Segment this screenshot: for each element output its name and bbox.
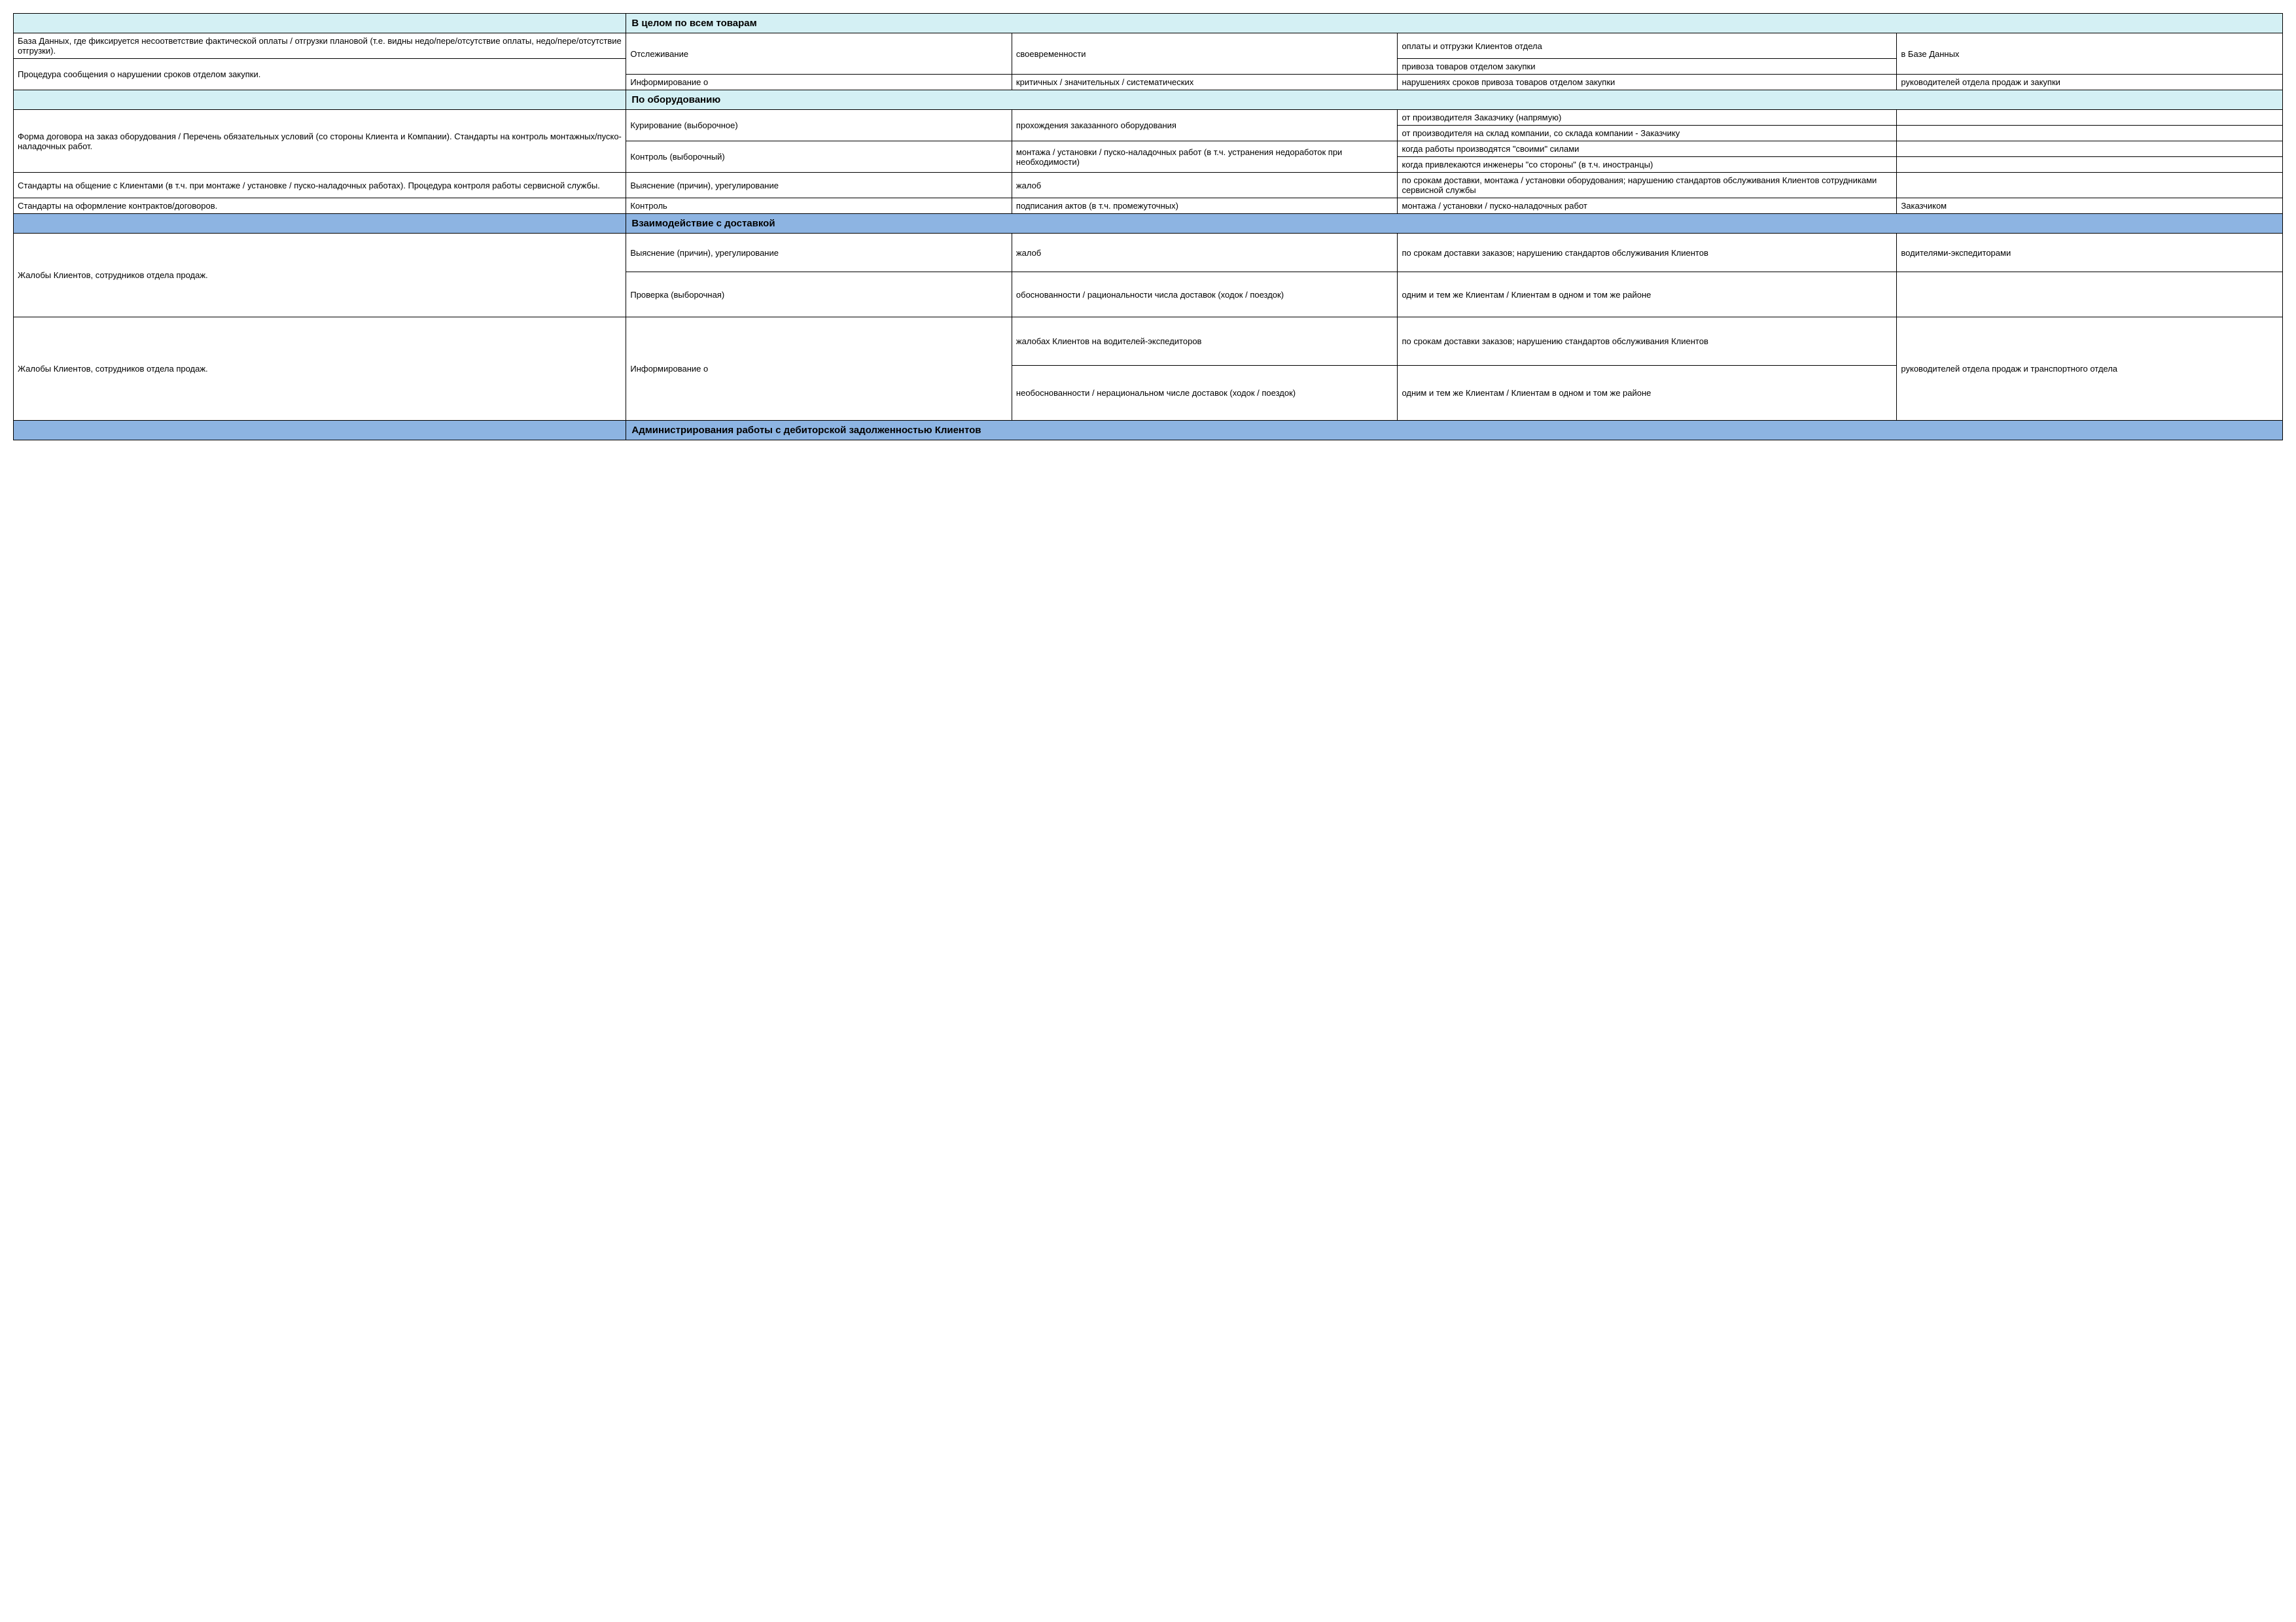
cell: от производителя Заказчику (напрямую) [1398, 110, 1897, 126]
section-header-row: Администрирования работы с дебиторской з… [14, 421, 2283, 440]
cell [1897, 157, 2283, 173]
table-row: Форма договора на заказ оборудования / П… [14, 110, 2283, 126]
section-4-title: Администрирования работы с дебиторской з… [626, 421, 2283, 440]
cell: прохождения заказанного оборудования [1012, 110, 1398, 141]
cell: когда работы производятся "своими" силам… [1398, 141, 1897, 157]
cell: по срокам доставки заказов; нарушению ст… [1398, 317, 1897, 366]
cell: нарушениях сроков привоза товаров отдело… [1398, 75, 1897, 90]
section-3-title: Взаимодействие с доставкой [626, 214, 2283, 234]
cell: База Данных, где фиксируется несоответст… [14, 33, 626, 59]
cell: одним и тем же Клиентам / Клиентам в одн… [1398, 366, 1897, 421]
table-row: База Данных, где фиксируется несоответст… [14, 33, 2283, 59]
cell: в Базе Данных [1897, 33, 2283, 75]
cell: Контроль (выборочный) [626, 141, 1012, 173]
cell: Выяснение (причин), урегулирование [626, 234, 1012, 272]
cell: своевременности [1012, 33, 1398, 75]
cell: Выяснение (причин), урегулирование [626, 173, 1012, 198]
table-row: Стандарты на оформление контрактов/догов… [14, 198, 2283, 214]
cell: жалобах Клиентов на водителей-экспедитор… [1012, 317, 1398, 366]
cell: Стандарты на оформление контрактов/догов… [14, 198, 626, 214]
cell: критичных / значительных / систематическ… [1012, 75, 1398, 90]
cell: руководителей отдела продаж и транспортн… [1897, 317, 2283, 421]
cell: от производителя на склад компании, со с… [1398, 126, 1897, 141]
section-header-row: В целом по всем товарам [14, 14, 2283, 33]
section-header-pad [14, 421, 626, 440]
cell: Заказчиком [1897, 198, 2283, 214]
cell: привоза товаров отделом закупки [1398, 59, 1897, 75]
section-header-row: По оборудованию [14, 90, 2283, 110]
cell [1897, 272, 2283, 317]
section-header-row: Взаимодействие с доставкой [14, 214, 2283, 234]
cell: одним и тем же Клиентам / Клиентам в одн… [1398, 272, 1897, 317]
cell: когда привлекаются инженеры "со стороны"… [1398, 157, 1897, 173]
cell: Форма договора на заказ оборудования / П… [14, 110, 626, 173]
cell [1897, 126, 2283, 141]
cell: жалоб [1012, 234, 1398, 272]
cell: Контроль [626, 198, 1012, 214]
cell: Процедура сообщения о нарушении сроков о… [14, 59, 626, 90]
cell: руководителей отдела продаж и закупки [1897, 75, 2283, 90]
cell: Отслеживание [626, 33, 1012, 75]
cell: подписания актов (в т.ч. промежуточных) [1012, 198, 1398, 214]
section-1-title: В целом по всем товарам [626, 14, 2283, 33]
cell: Информирование о [626, 317, 1012, 421]
cell: обоснованности / рациональности числа до… [1012, 272, 1398, 317]
cell: Проверка (выборочная) [626, 272, 1012, 317]
cell: монтажа / установки / пуско-наладочных р… [1398, 198, 1897, 214]
section-header-pad [14, 90, 626, 110]
cell [1897, 141, 2283, 157]
cell [1897, 110, 2283, 126]
cell: по срокам доставки заказов; нарушению ст… [1398, 234, 1897, 272]
section-header-pad [14, 214, 626, 234]
cell: Жалобы Клиентов, сотрудников отдела прод… [14, 234, 626, 317]
cell: Информирование о [626, 75, 1012, 90]
cell: оплаты и отгрузки Клиентов отдела [1398, 33, 1897, 59]
cell: водителями-экспедиторами [1897, 234, 2283, 272]
main-table: В целом по всем товарам База Данных, где… [13, 13, 2283, 440]
section-header-pad [14, 14, 626, 33]
section-2-title: По оборудованию [626, 90, 2283, 110]
cell: Жалобы Клиентов, сотрудников отдела прод… [14, 317, 626, 421]
cell [1897, 173, 2283, 198]
cell: монтажа / установки / пуско-наладочных р… [1012, 141, 1398, 173]
cell: жалоб [1012, 173, 1398, 198]
cell: Стандарты на общение с Клиентами (в т.ч.… [14, 173, 626, 198]
table-row: Жалобы Клиентов, сотрудников отдела прод… [14, 317, 2283, 366]
cell: Курирование (выборочное) [626, 110, 1012, 141]
cell: необоснованности / нерациональном числе … [1012, 366, 1398, 421]
table-row: Жалобы Клиентов, сотрудников отдела прод… [14, 234, 2283, 272]
table-row: Стандарты на общение с Клиентами (в т.ч.… [14, 173, 2283, 198]
cell: по срокам доставки, монтажа / установки … [1398, 173, 1897, 198]
